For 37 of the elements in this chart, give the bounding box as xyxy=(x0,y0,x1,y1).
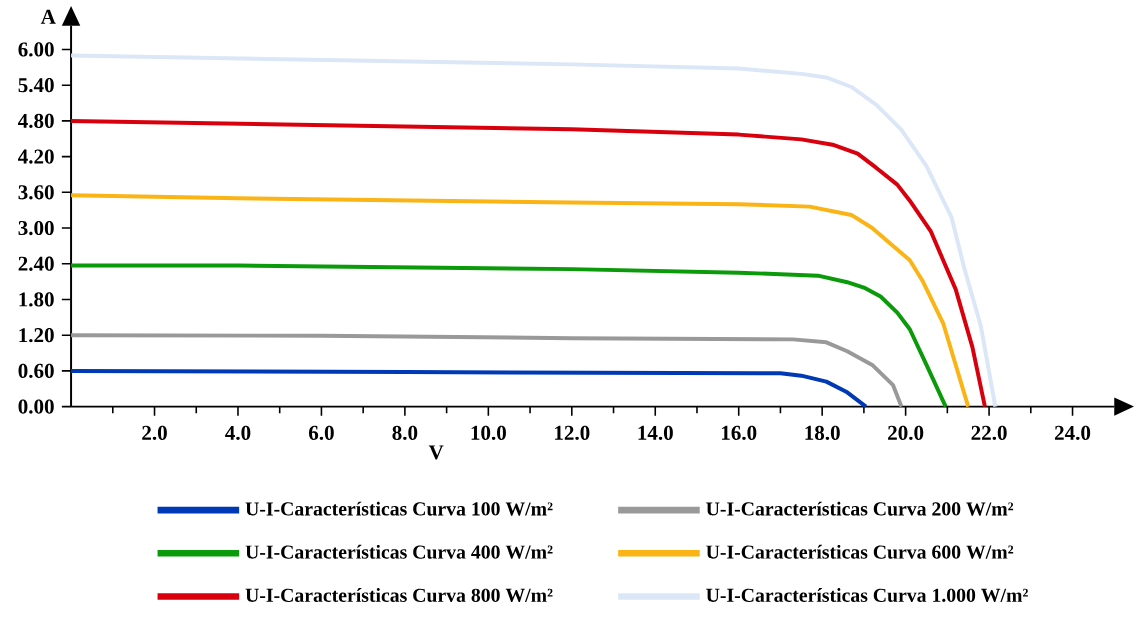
x-tick-label: 16.0 xyxy=(721,425,757,441)
x-tick-label: 6.0 xyxy=(309,425,334,441)
legend-label: U-I-Características Curva 200 W/m² xyxy=(706,501,1014,516)
y-tick-label: 0.00 xyxy=(18,399,54,414)
x-tick-label: 20.0 xyxy=(888,425,924,441)
line-series xyxy=(69,53,998,409)
y-tick-label: 0.60 xyxy=(18,363,54,379)
y-tick-label: 4.80 xyxy=(18,113,54,129)
y-tick-label: 3.60 xyxy=(18,185,54,200)
y-tick-label: 4.20 xyxy=(18,149,54,164)
x-tick-label: 8.0 xyxy=(392,425,418,441)
x-tick-label: 12.0 xyxy=(555,425,590,441)
legend-label: U-I-Características Curva 100 W/m² xyxy=(245,501,553,516)
x-axis-title: V xyxy=(428,445,444,460)
y-axis-title: A xyxy=(40,9,56,24)
y-tick-label: 3.00 xyxy=(18,221,54,236)
y-tick-label: 6.00 xyxy=(18,42,54,57)
legend-label: U-I-Características Curva 600 W/m² xyxy=(706,545,1014,560)
x-tick-label: 18.0 xyxy=(805,425,840,441)
line-series xyxy=(69,119,987,409)
line-series xyxy=(69,193,971,409)
x-tick-label: 10.0 xyxy=(471,425,506,441)
legend-label: U-I-Características Curva 1.000 W/m² xyxy=(706,588,1028,603)
x-tick-label: 24.0 xyxy=(1055,425,1091,441)
y-tick-label: 2.40 xyxy=(18,256,54,272)
x-tick-label: 2.0 xyxy=(142,425,167,441)
x-tick-label: 22.0 xyxy=(971,425,1007,441)
y-tick-label: 1.20 xyxy=(19,328,54,343)
x-tick-label: 4.0 xyxy=(225,425,251,441)
line-series xyxy=(69,263,948,409)
y-tick-label: 1.80 xyxy=(19,292,54,307)
line-series xyxy=(69,333,904,409)
legend-label: U-I-Características Curva 400 W/m² xyxy=(245,545,553,560)
x-tick-label: 14.0 xyxy=(638,425,673,441)
legend-label: U-I-Características Curva 800 W/m² xyxy=(245,588,553,603)
line-series xyxy=(69,369,868,409)
y-tick-label: 5.40 xyxy=(18,78,54,93)
